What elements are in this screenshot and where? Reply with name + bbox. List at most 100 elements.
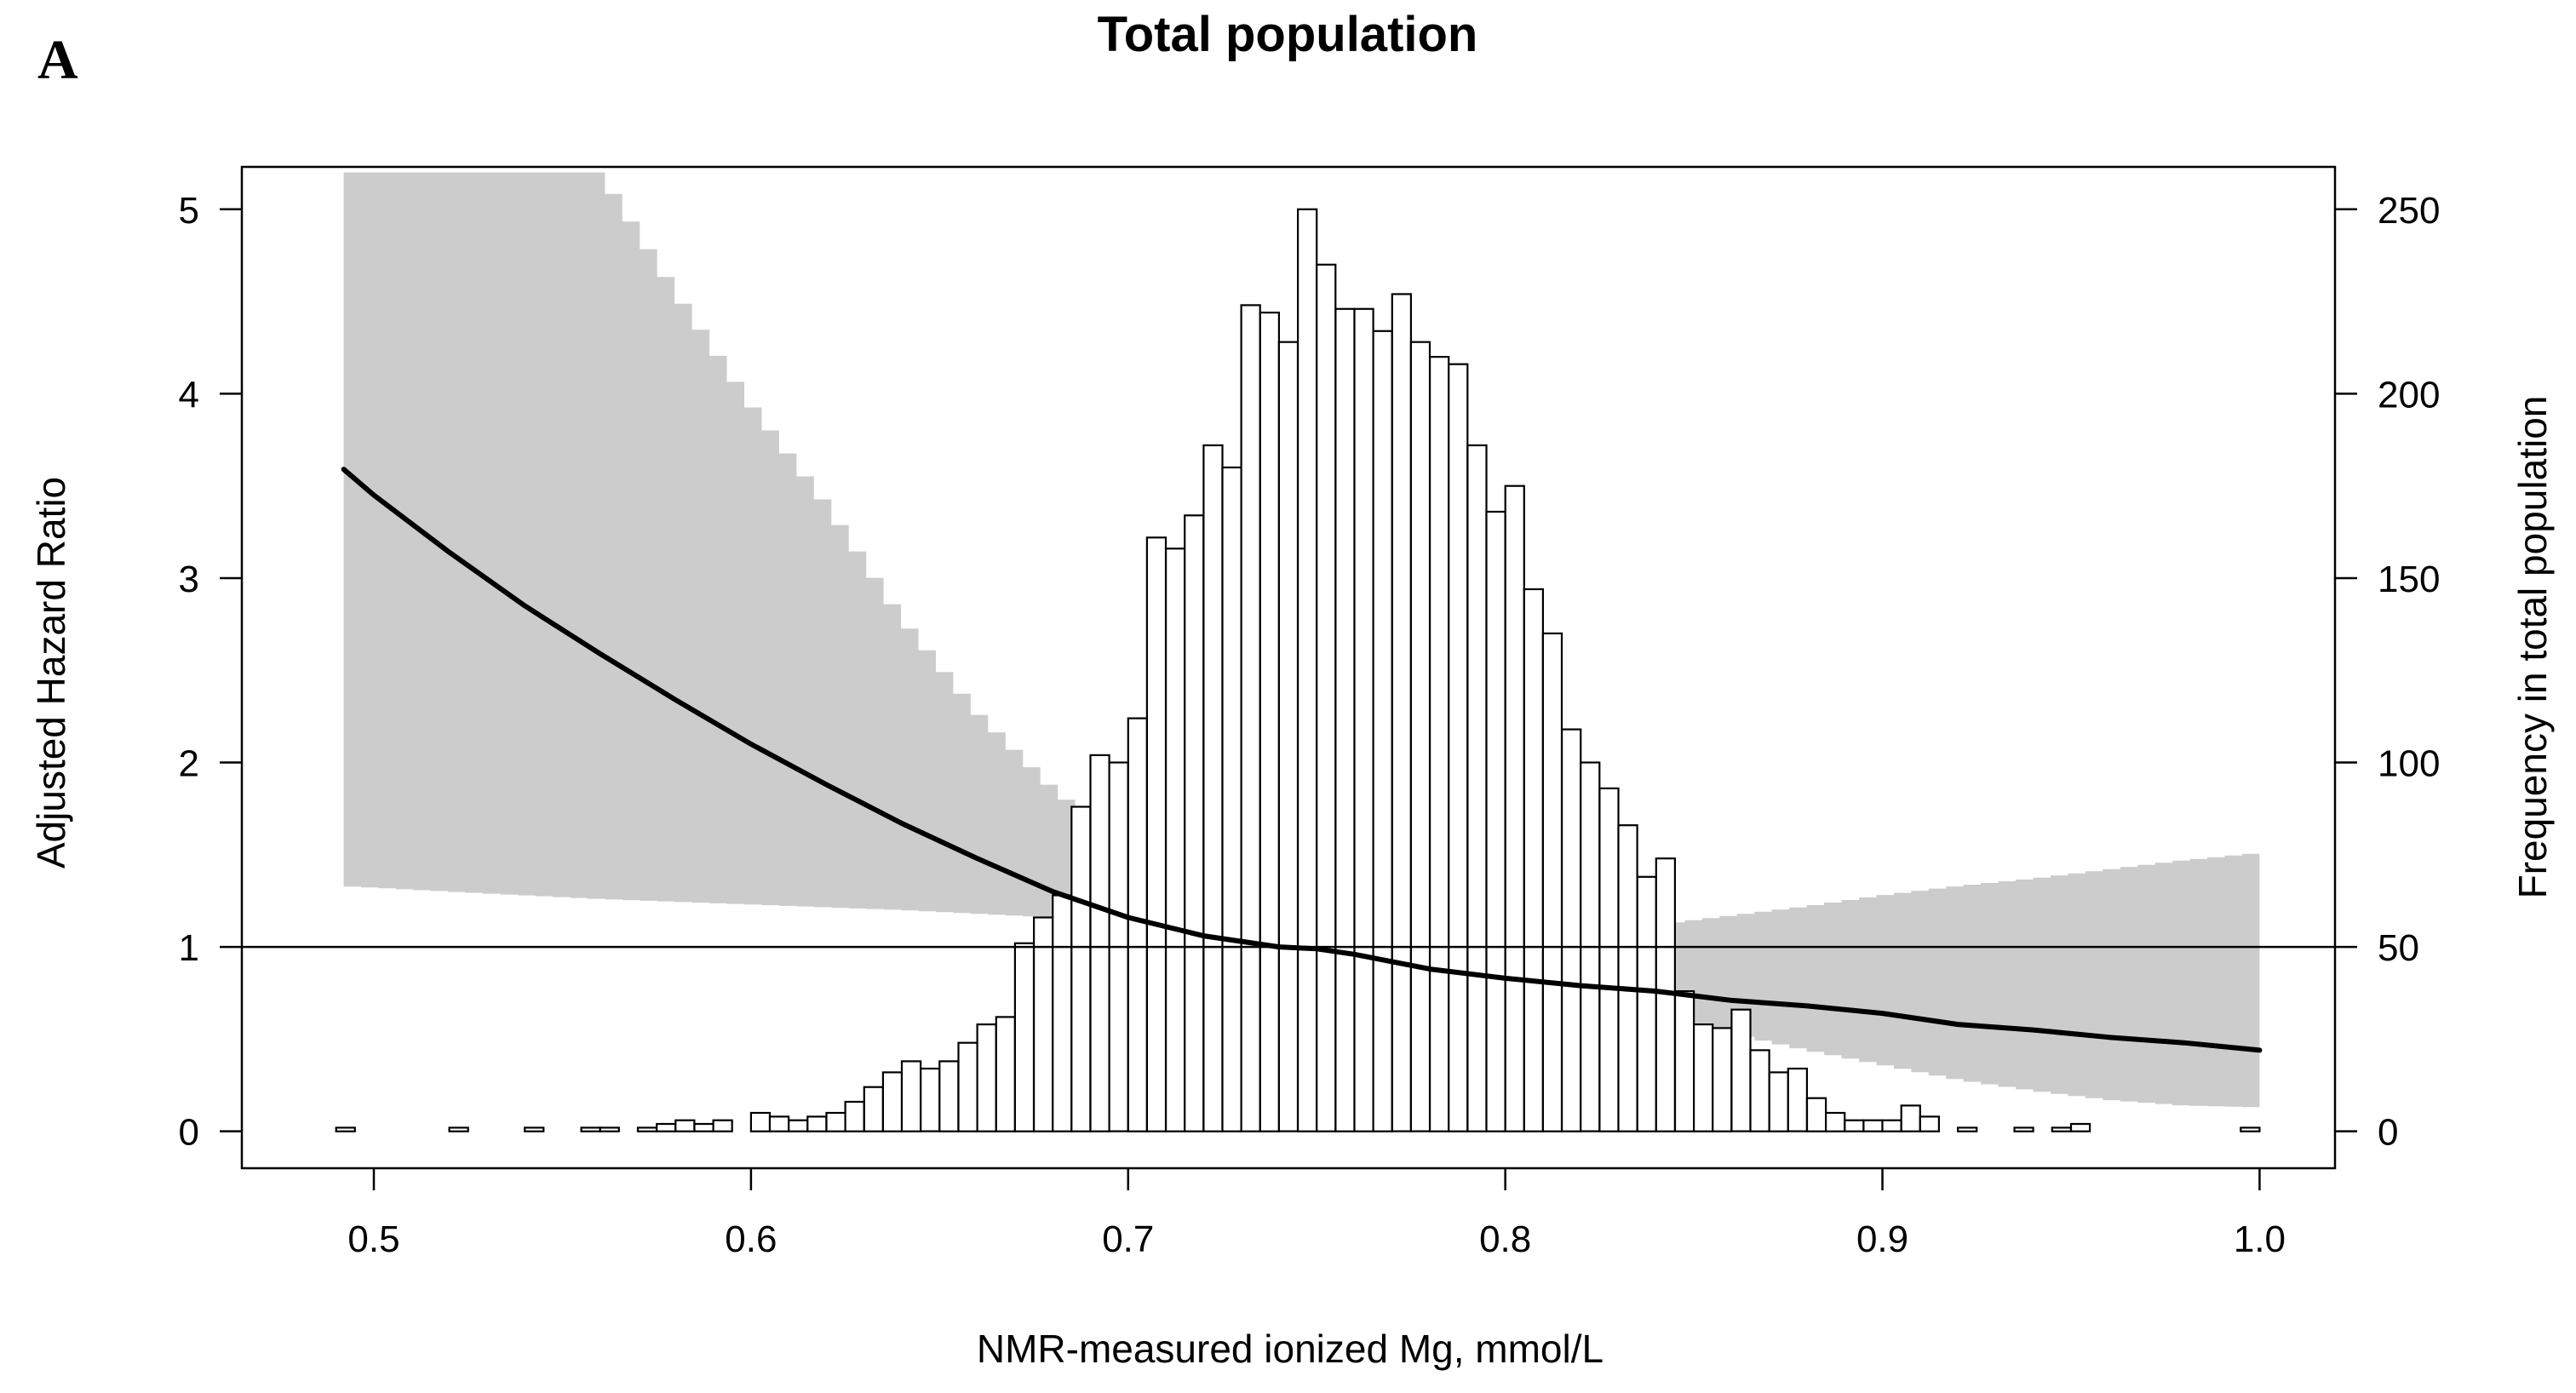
histogram-bar xyxy=(1560,728,1582,1132)
confidence-band-layer xyxy=(343,172,2260,1108)
histogram-bar xyxy=(599,1126,620,1132)
histogram-bar xyxy=(863,1086,884,1132)
histogram-bar xyxy=(580,1126,601,1132)
y2-tick-label: 200 xyxy=(2378,374,2440,416)
histogram-bar xyxy=(1957,1126,1978,1132)
y-tick-label: 5 xyxy=(179,190,199,232)
histogram-bar xyxy=(1052,894,1073,1132)
histogram-bar xyxy=(1409,341,1431,1132)
y2-tick-label: 150 xyxy=(2378,559,2440,600)
histogram-bar xyxy=(712,1119,733,1132)
histogram-bar xyxy=(788,1119,809,1132)
y2-axis-title: Frequency in total population xyxy=(2510,396,2555,899)
y-tick-label: 4 xyxy=(179,374,199,416)
histogram-bar xyxy=(768,1115,790,1132)
histogram-bar xyxy=(2240,1126,2261,1132)
histogram-bar xyxy=(2069,1122,2091,1132)
histogram-bar xyxy=(1316,263,1337,1132)
hazard-curve-layer xyxy=(341,467,2263,1053)
y2-tick-label: 100 xyxy=(2378,743,2440,785)
histogram-bar xyxy=(1541,632,1563,1132)
y2-tick-label: 50 xyxy=(2378,927,2419,969)
histogram-bar xyxy=(1013,942,1036,1132)
x-tick-label: 0.7 xyxy=(1102,1218,1154,1260)
histogram-bar xyxy=(1805,1097,1827,1132)
histogram-bar xyxy=(448,1126,469,1132)
histogram-bar xyxy=(1825,1111,1846,1132)
histogram-bar xyxy=(1673,989,1695,1132)
histogram-bar xyxy=(1617,824,1638,1132)
histogram-bar xyxy=(825,1111,846,1132)
x-tick-label: 1.0 xyxy=(2234,1218,2286,1260)
histogram-bar xyxy=(1164,547,1186,1132)
histogram-bar xyxy=(1844,1119,1865,1132)
histogram-bar xyxy=(1749,1049,1770,1132)
histogram-bar xyxy=(1240,304,1261,1132)
histogram-bar xyxy=(1692,1023,1714,1132)
histogram-bar xyxy=(938,1060,960,1132)
histogram-bar xyxy=(2013,1126,2034,1132)
histogram-bar xyxy=(749,1111,772,1132)
histogram-bar xyxy=(806,1115,828,1132)
histogram-bar xyxy=(1636,875,1657,1132)
plot-frame-layer xyxy=(240,165,2337,1170)
plot-frame xyxy=(240,165,2337,1170)
histogram-bar xyxy=(1787,1067,1809,1132)
x-tick-label: 0.8 xyxy=(1479,1218,1531,1260)
histogram-bar xyxy=(1221,466,1242,1132)
histogram-bar xyxy=(976,1023,997,1132)
histogram-bar xyxy=(881,1071,904,1132)
histogram-bar xyxy=(1353,307,1374,1132)
histogram-bar xyxy=(1296,208,1318,1132)
x-tick-label: 0.5 xyxy=(347,1218,399,1260)
hazard-ratio-curve xyxy=(341,467,2263,1053)
histogram-bar xyxy=(1277,341,1299,1132)
histogram-bar xyxy=(1391,293,1413,1132)
histogram-bar xyxy=(1523,588,1545,1132)
histogram-bar xyxy=(335,1126,356,1132)
histogram-bar xyxy=(957,1041,978,1132)
x-axis-title: NMR-measured ionized Mg, mmol/L xyxy=(977,1327,1604,1371)
y-tick-label: 1 xyxy=(179,927,199,969)
histogram-bar xyxy=(1334,307,1356,1132)
histogram-bar xyxy=(1485,510,1506,1132)
histogram-bar xyxy=(1598,787,1620,1132)
histogram-bar xyxy=(1089,754,1110,1132)
histogram-bar xyxy=(1730,1008,1752,1132)
histogram-bar xyxy=(1145,536,1168,1132)
histogram-bar xyxy=(1127,717,1149,1132)
histogram-bar xyxy=(900,1060,922,1132)
histogram-bar xyxy=(1448,363,1469,1132)
panel-letter: A xyxy=(37,29,78,91)
histogram-bar xyxy=(1768,1071,1789,1132)
chart-title: Total population xyxy=(1098,7,1478,62)
y-tick-label: 2 xyxy=(179,743,199,785)
histogram-bar xyxy=(1881,1119,1902,1132)
histogram-bar xyxy=(1466,444,1488,1132)
histogram-bar xyxy=(1504,484,1525,1132)
histogram-bar xyxy=(656,1122,677,1132)
y-tick-label: 3 xyxy=(179,559,199,600)
y2-tick-label: 0 xyxy=(2378,1112,2398,1154)
x-tick-label: 0.9 xyxy=(1856,1218,1908,1260)
histogram-bar xyxy=(1919,1115,1941,1132)
histogram-bar xyxy=(1428,356,1450,1132)
y-tick-label: 0 xyxy=(179,1112,199,1154)
y2-tick-label: 250 xyxy=(2378,190,2440,232)
confidence-band xyxy=(343,172,2260,1108)
histogram-bar xyxy=(636,1126,658,1132)
histogram-bar xyxy=(1900,1104,1921,1132)
histogram-bar xyxy=(1259,312,1281,1132)
x-tick-label: 0.6 xyxy=(725,1218,777,1260)
histogram-bar xyxy=(2051,1126,2073,1132)
histogram-bar xyxy=(524,1126,545,1132)
y-axis-title: Adjusted Hazard Ratio xyxy=(29,477,73,868)
histogram-bar xyxy=(844,1100,865,1132)
histogram-bar xyxy=(995,1016,1017,1132)
histogram-bar xyxy=(920,1067,941,1132)
histogram-bar xyxy=(1070,805,1092,1132)
histogram-bar xyxy=(1184,514,1205,1132)
histogram-bar xyxy=(1032,916,1054,1132)
